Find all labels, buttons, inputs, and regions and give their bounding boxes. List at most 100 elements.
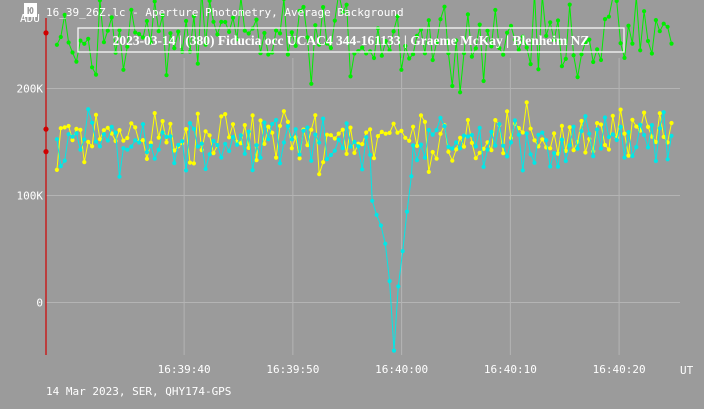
data-point (219, 114, 224, 119)
data-point (438, 131, 443, 136)
data-point (324, 157, 330, 162)
data-point (548, 164, 553, 169)
data-point (156, 29, 161, 34)
data-point (638, 48, 643, 53)
data-point (101, 132, 106, 137)
data-point (187, 121, 193, 126)
data-point (223, 19, 228, 25)
data-point (321, 116, 326, 121)
data-point (454, 38, 459, 43)
data-point (58, 164, 63, 169)
data-point (203, 129, 208, 134)
data-point (262, 30, 267, 36)
data-point (512, 118, 518, 123)
data-point (642, 9, 647, 14)
data-point (595, 121, 600, 126)
data-point (211, 138, 216, 144)
data-point (93, 112, 99, 117)
data-point (199, 141, 204, 146)
data-point (86, 139, 91, 144)
data-point (285, 52, 290, 57)
data-point (587, 131, 592, 136)
data-point (109, 15, 114, 20)
data-point (90, 144, 95, 149)
data-point (324, 41, 330, 46)
data-point (634, 145, 639, 150)
data-point (669, 120, 674, 126)
data-point (82, 160, 87, 165)
data-point (258, 118, 263, 123)
data-point (238, 133, 243, 138)
data-point (387, 130, 392, 135)
data-point (579, 52, 584, 57)
data-point (184, 18, 189, 24)
data-point (396, 284, 401, 289)
series-line (56, 102, 672, 175)
data-point (403, 135, 408, 140)
data-point (62, 158, 67, 163)
data-point (595, 127, 600, 132)
data-point (121, 138, 126, 143)
data-point (281, 140, 286, 145)
data-point (274, 117, 279, 123)
data-point (379, 53, 384, 58)
data-point (82, 137, 87, 142)
data-point (289, 137, 294, 142)
data-point (207, 152, 212, 157)
data-point (74, 131, 79, 136)
data-point (160, 130, 165, 135)
data-point (501, 52, 506, 57)
data-point (172, 148, 177, 153)
data-point (473, 46, 478, 51)
data-point (626, 23, 631, 28)
data-point (458, 146, 463, 151)
data-point (164, 73, 169, 78)
series-2 (54, 100, 674, 177)
data-point (293, 127, 298, 132)
data-point (548, 20, 553, 25)
data-point (211, 19, 216, 24)
data-point (172, 161, 177, 166)
data-point (117, 174, 122, 179)
data-point (370, 198, 375, 203)
data-point (117, 28, 122, 33)
data-point (195, 111, 200, 116)
data-point (379, 129, 384, 134)
x-tick-label: 16:39:50 (266, 363, 319, 376)
data-point (512, 37, 518, 42)
data-point (571, 53, 576, 58)
data-point (434, 40, 439, 45)
data-point (360, 45, 365, 50)
data-point (246, 129, 251, 134)
data-point (348, 125, 353, 130)
data-point (364, 130, 369, 135)
x-tick-label: 16:40:00 (375, 363, 428, 376)
data-point (78, 147, 83, 152)
data-point (465, 117, 470, 123)
data-point (375, 134, 380, 139)
data-point (661, 21, 666, 26)
data-point (86, 36, 91, 41)
data-point (156, 147, 161, 152)
data-point (661, 110, 666, 115)
data-point (411, 143, 416, 148)
y-tick-label: 0 (36, 297, 43, 310)
data-point (371, 55, 377, 61)
data-point (426, 127, 431, 133)
data-point (62, 12, 67, 17)
data-point (54, 42, 60, 47)
data-point (176, 29, 181, 34)
data-point (74, 126, 79, 131)
data-point (125, 135, 130, 141)
data-point (450, 146, 455, 151)
data-point (352, 150, 357, 155)
data-point (54, 167, 60, 172)
data-point (383, 131, 388, 136)
data-point (395, 130, 400, 135)
chart-title-box (77, 27, 625, 53)
data-point (133, 30, 138, 35)
data-point (559, 123, 565, 128)
data-point (540, 137, 545, 142)
data-point (477, 150, 482, 155)
data-point (606, 147, 612, 152)
